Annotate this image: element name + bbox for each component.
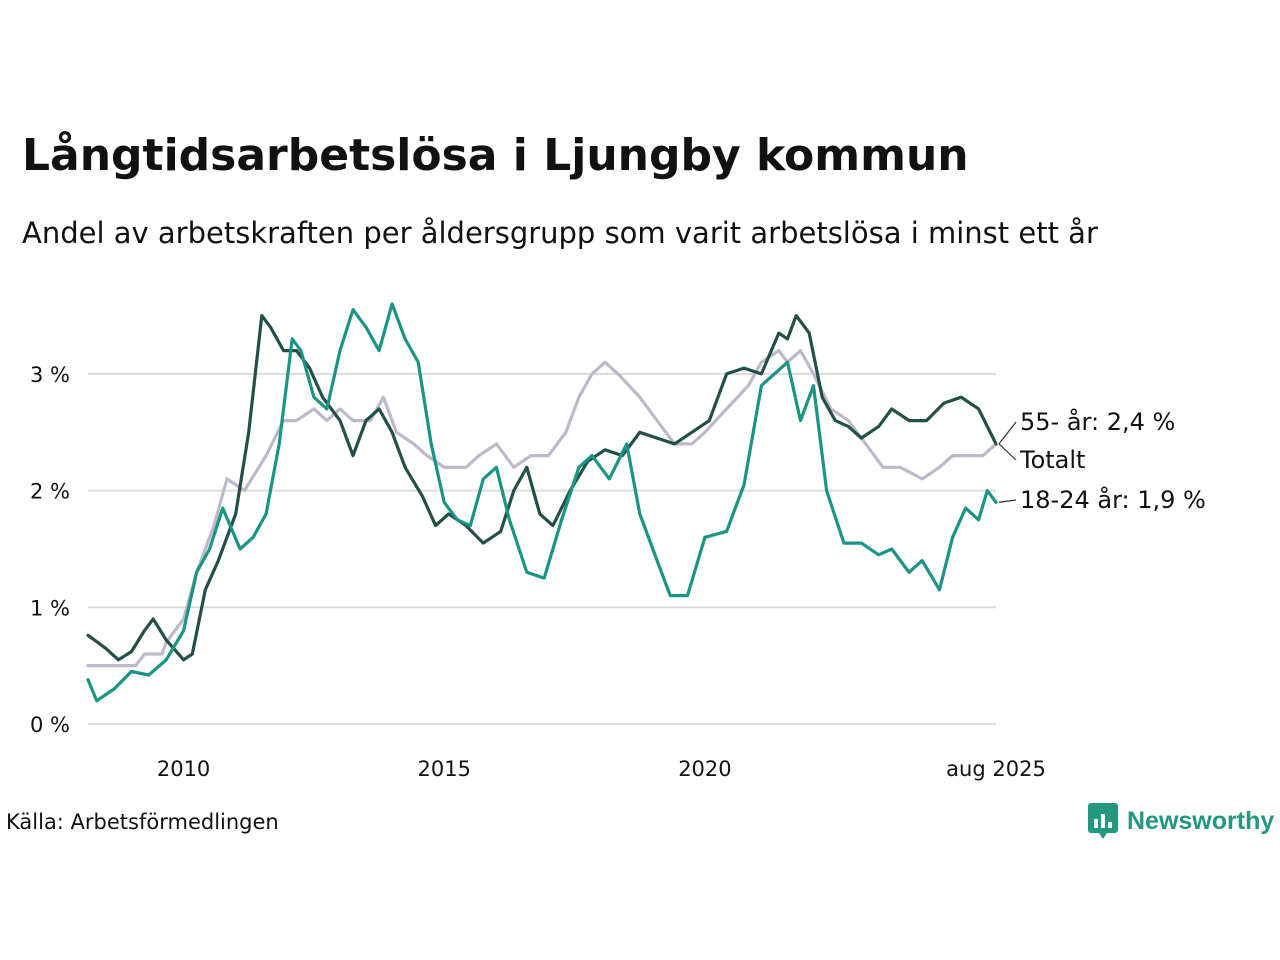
end-labels: Totalt 55- år: 2,4 % 18-24 år: 1,9 % [998, 407, 1206, 514]
x-axis-ticks: 2010 2015 2020 aug 2025 [157, 757, 1046, 781]
series-line [86, 349, 998, 668]
end-label-connector [998, 421, 1017, 445]
y-axis-ticks: 0 % 1 % 2 % 3 % [30, 363, 70, 737]
source-note: Källa: Arbetsförmedlingen [6, 810, 279, 834]
y-tick-label: 3 % [30, 363, 70, 387]
brand-logo[interactable]: Newsworthy [1088, 803, 1274, 839]
series-end-label: 55- år: 2,4 % [1020, 407, 1175, 436]
end-label-connector [998, 499, 1017, 503]
series-lines [86, 302, 998, 703]
series-end-label: 18-24 år: 1,9 % [1020, 485, 1206, 514]
chart-title: Långtidsarbetslösa i Ljungby kommun [22, 130, 969, 181]
series-line [86, 314, 998, 662]
y-tick-label: 2 % [30, 480, 70, 504]
newsworthy-logo-icon [1088, 803, 1118, 839]
chart-subtitle: Andel av arbetskraften per åldersgrupp s… [22, 216, 1098, 250]
gridlines [88, 372, 996, 725]
series-line [86, 302, 998, 703]
end-label-connector [998, 443, 1017, 461]
x-tick-label: aug 2025 [946, 757, 1046, 781]
x-tick-label: 2020 [678, 757, 731, 781]
x-tick-label: 2015 [418, 757, 471, 781]
y-tick-label: 0 % [30, 713, 70, 737]
y-tick-label: 1 % [30, 596, 70, 620]
series-end-label: Totalt [1019, 446, 1085, 474]
x-tick-label: 2010 [157, 757, 210, 781]
line-chart: 0 % 1 % 2 % 3 % 2010 2015 2020 aug 2025 Totalt… [30, 302, 1206, 781]
brand-name: Newsworthy [1127, 806, 1275, 835]
